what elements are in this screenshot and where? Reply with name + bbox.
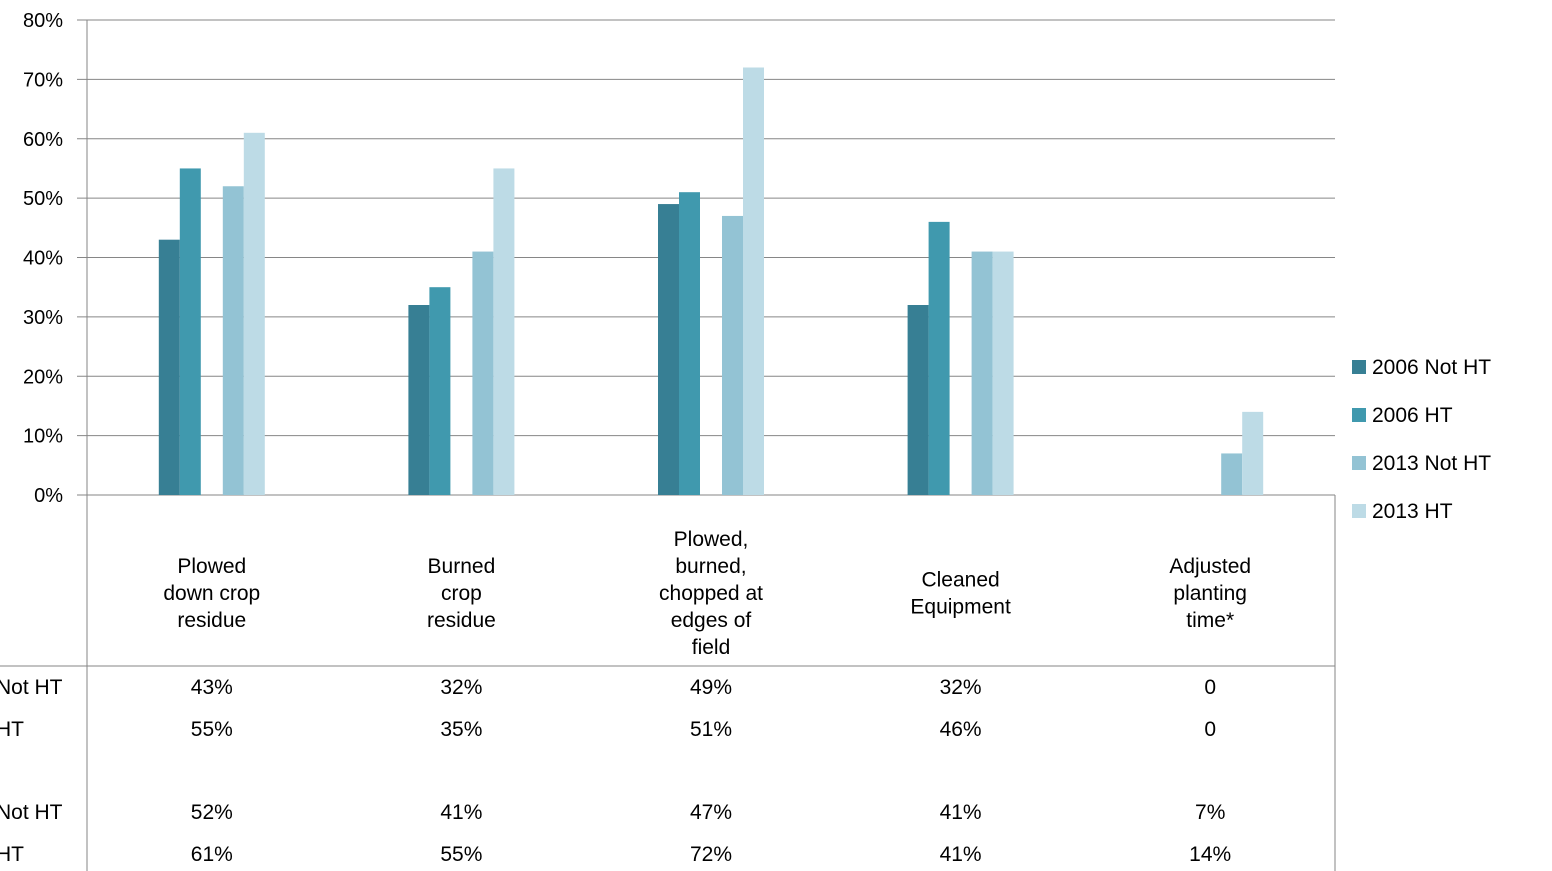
category-label: Plowed,	[674, 528, 749, 551]
bar	[222, 186, 244, 495]
legend-label: 2006 Not HT	[1372, 356, 1491, 379]
category-label: residue	[177, 609, 246, 632]
legend: 2006 Not HT 2006 HT 2013 Not HT 2013 HT	[1352, 356, 1491, 523]
category-label: residue	[427, 609, 496, 632]
table-cell: 55%	[440, 843, 482, 866]
bar	[408, 305, 430, 495]
bar	[658, 204, 679, 495]
y-tick-label: 80%	[23, 10, 63, 32]
bar	[743, 67, 764, 495]
legend-swatch	[1352, 408, 1366, 422]
bars	[158, 67, 1264, 495]
legend-swatch	[1352, 360, 1366, 374]
gridlines	[77, 19, 1335, 496]
bar	[179, 168, 201, 495]
table-cell: 55%	[191, 718, 233, 741]
bar	[493, 168, 515, 495]
bar	[679, 192, 700, 495]
bar	[722, 215, 743, 495]
data-table: Not HT 43% 32% 49% 32% 0 HT 55% 35% 51% 46% 0 Not HT…	[0, 676, 1231, 866]
bar	[971, 251, 993, 495]
category-label: Burned	[428, 555, 496, 578]
category-label: down crop	[163, 582, 260, 605]
table-cell: 14%	[1189, 843, 1231, 866]
bar	[992, 251, 1014, 495]
y-tick-label: 50%	[23, 188, 63, 210]
table-row-header: HT	[0, 718, 24, 741]
bar	[1221, 453, 1243, 495]
y-tick-label: 70%	[23, 69, 63, 91]
table-cell: 0	[1204, 718, 1216, 741]
table-cell: 51%	[690, 718, 732, 741]
y-tick-label: 60%	[23, 129, 63, 151]
table-row-header: Not HT	[0, 676, 63, 699]
table-cell: 41%	[940, 801, 982, 824]
category-label: planting	[1173, 582, 1247, 605]
table-cell: 52%	[191, 801, 233, 824]
category-label: edges of	[671, 609, 752, 632]
axes	[0, 20, 1336, 871]
bar	[158, 239, 180, 495]
category-label: Equipment	[910, 596, 1011, 619]
y-tick-label: 40%	[23, 248, 63, 270]
table-cell: 72%	[690, 843, 732, 866]
bar	[907, 305, 929, 495]
bar	[429, 287, 451, 495]
bar	[1242, 411, 1264, 495]
bar	[472, 251, 494, 495]
table-cell: 41%	[440, 801, 482, 824]
table-cell: 7%	[1195, 801, 1225, 824]
category-label: crop	[441, 582, 482, 605]
legend-swatch	[1352, 504, 1366, 518]
table-cell: 61%	[191, 843, 233, 866]
category-label: chopped at	[659, 582, 763, 605]
category-label: Adjusted	[1169, 555, 1251, 578]
y-tick-label: 10%	[23, 426, 63, 448]
y-tick-label: 20%	[23, 366, 63, 388]
table-cell: 49%	[690, 676, 732, 699]
table-cell: 46%	[940, 718, 982, 741]
table-cell: 32%	[440, 676, 482, 699]
y-tick-labels: 0% 10% 20% 30% 40% 50% 60% 70% 80%	[23, 10, 63, 507]
category-labels: Plowed down crop residue Burned crop residue P…	[163, 528, 1251, 659]
category-label: Plowed	[177, 555, 246, 578]
category-label: burned,	[675, 555, 746, 578]
category-label: field	[692, 636, 731, 659]
table-row-header: HT	[0, 843, 24, 866]
bar	[928, 221, 950, 495]
table-cell: 47%	[690, 801, 732, 824]
y-tick-label: 0%	[34, 485, 63, 507]
table-cell: 43%	[191, 676, 233, 699]
table-cell: 32%	[940, 676, 982, 699]
legend-label: 2013 HT	[1372, 500, 1453, 523]
table-cell: 0	[1204, 676, 1216, 699]
table-row-header: Not HT	[0, 801, 63, 824]
legend-label: 2006 HT	[1372, 404, 1453, 427]
bar	[243, 132, 265, 495]
legend-swatch	[1352, 456, 1366, 470]
legend-label: 2013 Not HT	[1372, 452, 1491, 475]
category-label: Cleaned	[921, 569, 999, 592]
table-cell: 41%	[940, 843, 982, 866]
y-tick-label: 30%	[23, 307, 63, 329]
table-cell: 35%	[440, 718, 482, 741]
category-label: time*	[1186, 609, 1234, 632]
